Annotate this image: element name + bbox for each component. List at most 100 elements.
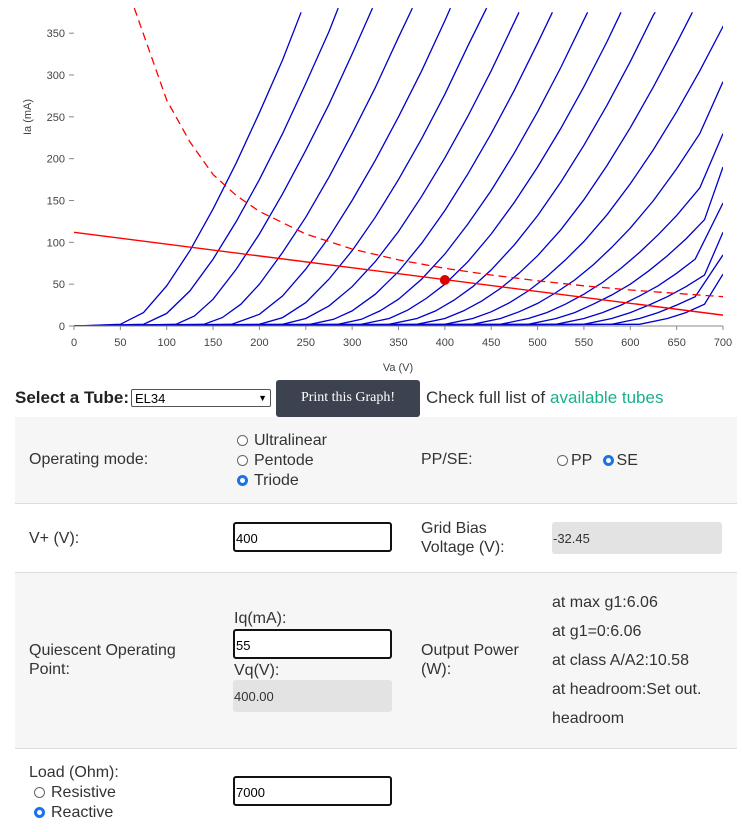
- chevron-down-icon: ▼: [258, 393, 267, 403]
- plate-curve: [74, 7, 451, 326]
- load-type-options: Resistive Reactive: [34, 783, 116, 823]
- tube-selector-row: Select a Tube: EL34 ▼ Print this Graph! …: [15, 379, 664, 417]
- load-option-resistive[interactable]: Resistive: [34, 783, 116, 803]
- mode-option-triode[interactable]: Triode: [237, 471, 327, 491]
- x-tick-label: 100: [158, 337, 176, 349]
- mode-option-pentode[interactable]: Pentode: [237, 451, 327, 471]
- plate-curve: [74, 7, 339, 326]
- x-axis-label: Va (V): [383, 362, 413, 374]
- plate-curve: [74, 133, 723, 326]
- radio-icon: [34, 787, 45, 798]
- pp-se-options: PP SE: [557, 451, 638, 471]
- plate-curve: [74, 11, 656, 326]
- plate-curve: [74, 7, 413, 326]
- radio-selected-icon: [237, 475, 248, 486]
- x-tick-label: 650: [667, 337, 685, 349]
- plate-curve: [74, 12, 302, 326]
- x-tick-label: 400: [436, 337, 454, 349]
- plate-curve: [74, 12, 589, 326]
- plate-curve: [74, 202, 723, 326]
- tube-select-value: EL34: [135, 390, 166, 406]
- plate-curve: [74, 12, 693, 326]
- iq-input[interactable]: 55: [233, 629, 392, 659]
- power-at-class-a: at class A/A2:10.58: [552, 652, 689, 669]
- grid-bias-label-line1: Grid Bias: [421, 520, 487, 537]
- y-axis-label: Ia (mA): [22, 99, 34, 135]
- x-tick-label: 500: [528, 337, 546, 349]
- load-input[interactable]: 7000: [233, 776, 392, 806]
- x-tick-label: 0: [71, 337, 77, 349]
- grid-bias-label-line2: Voltage (V):: [421, 539, 505, 556]
- x-tick-label: 50: [114, 337, 126, 349]
- load-line: [74, 231, 723, 316]
- radio-selected-icon: [34, 807, 45, 818]
- radio-icon: [237, 455, 248, 466]
- operating-mode-row: Operating mode: Ultralinear Pentode Trio…: [15, 417, 737, 504]
- x-tick-label: 450: [482, 337, 500, 349]
- plate-curve: [74, 25, 723, 326]
- se-option[interactable]: SE: [602, 452, 638, 469]
- y-tick-label: 300: [47, 70, 65, 82]
- iq-label: Iq(mA):: [234, 610, 287, 627]
- plate-curve: [74, 81, 723, 326]
- power-at-headroom: at headroom:Set out.: [552, 681, 702, 698]
- x-tick-label: 300: [343, 337, 361, 349]
- operating-point-marker: [439, 274, 450, 285]
- vplus-row: V+ (V): 400 Grid Bias Voltage (V): -32.4…: [15, 504, 737, 573]
- select-tube-label: Select a Tube:: [15, 388, 129, 407]
- y-tick-label: 0: [59, 321, 65, 333]
- quiescent-row: Quiescent Operating Point: Iq(mA): 55 Vq…: [15, 573, 737, 749]
- tube-select[interactable]: EL34 ▼: [131, 389, 271, 407]
- tube-characteristic-chart: 0 50 100 150 200 250 300 350 400 450 500 550 600 650 7…: [22, 7, 733, 374]
- vplus-input[interactable]: 400: [233, 522, 392, 552]
- x-tick-label: 350: [389, 337, 407, 349]
- output-power-label-line1: Output Power: [421, 642, 519, 659]
- x-tick-label: 200: [250, 337, 268, 349]
- load-label: Load (Ohm):: [29, 764, 119, 781]
- pp-option[interactable]: PP: [557, 452, 592, 469]
- check-list-text: Check full list of: [426, 388, 546, 407]
- available-tubes-link[interactable]: available tubes: [550, 388, 664, 407]
- y-tick-label: 250: [47, 112, 65, 124]
- radio-selected-icon: [602, 455, 614, 466]
- output-power-label-line2: (W):: [421, 661, 452, 678]
- vplus-label: V+ (V):: [29, 530, 80, 547]
- plate-curve: [74, 7, 374, 326]
- load-option-reactive[interactable]: Reactive: [34, 803, 116, 823]
- pp-se-label: PP/SE:: [421, 451, 473, 468]
- quiescent-label-line1: Quiescent Operating: [29, 642, 176, 659]
- power-headroom-cont: headroom: [552, 710, 625, 727]
- vq-value: 400.00: [233, 680, 392, 712]
- plate-curve: [74, 254, 723, 326]
- power-at-g1-zero: at g1=0:6.06: [552, 623, 642, 640]
- plate-curve: [74, 273, 723, 326]
- y-tick-label: 150: [47, 196, 65, 208]
- plate-curves: [74, 7, 723, 326]
- plate-curve: [74, 12, 520, 326]
- print-graph-button[interactable]: Print this Graph!: [276, 379, 420, 417]
- chart-ticks: 0 50 100 150 200 250 300 350 400 450 500 550 600 650 7…: [47, 28, 733, 349]
- mode-option-ultralinear[interactable]: Ultralinear: [237, 431, 327, 451]
- operating-mode-options: Ultralinear Pentode Triode: [237, 431, 327, 491]
- radio-icon: [557, 455, 568, 466]
- plate-curve: [74, 12, 622, 326]
- plate-curve: [74, 12, 553, 326]
- plate-curve: [74, 7, 488, 326]
- quiescent-label-line2: Point:: [29, 661, 70, 678]
- chart-overlay: [74, 7, 723, 316]
- radio-icon: [237, 435, 248, 446]
- x-tick-label: 250: [297, 337, 315, 349]
- x-tick-label: 550: [575, 337, 593, 349]
- max-dissipation-curve: [133, 7, 723, 298]
- y-tick-label: 100: [47, 237, 65, 249]
- x-tick-label: 150: [204, 337, 222, 349]
- operating-mode-label: Operating mode:: [29, 451, 149, 468]
- y-tick-label: 50: [53, 279, 65, 291]
- y-tick-label: 350: [47, 28, 65, 40]
- x-tick-label: 600: [621, 337, 639, 349]
- y-tick-label: 200: [47, 154, 65, 166]
- x-tick-label: 700: [714, 337, 732, 349]
- vq-label: Vq(V):: [234, 662, 280, 679]
- grid-bias-value: -32.45: [552, 522, 722, 554]
- load-row: Load (Ohm): Resistive Reactive 7000: [15, 749, 737, 832]
